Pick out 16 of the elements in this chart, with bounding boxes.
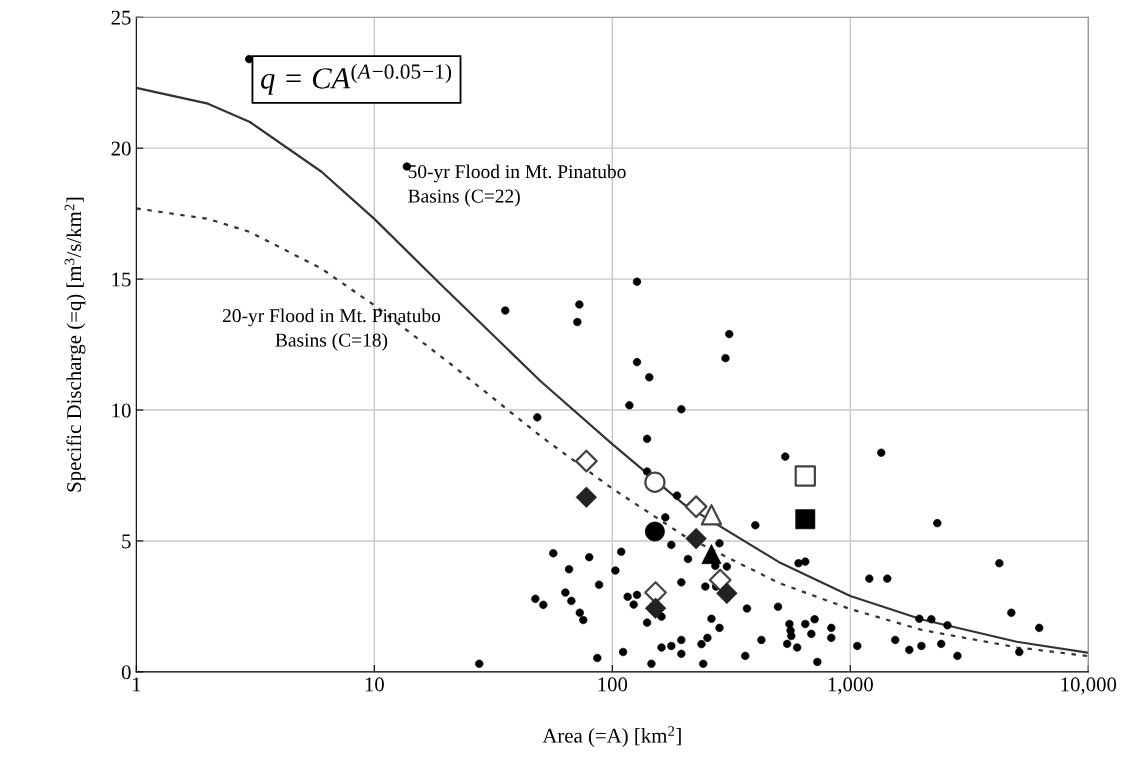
x-tick-label: 100 (598, 677, 628, 692)
y-tick-label: 0 (121, 665, 131, 680)
y-axis-title: Specific Discharge (=q) [m$^{3}$/s/km$^{2}$] (64, 197, 86, 492)
y-tick-label: 20 (111, 141, 131, 156)
x-tick-label: 10,000 (1061, 677, 1117, 695)
annotation: q = CA$^{(A−0.05−1)}$ (261, 63, 452, 95)
y-tick-label: 5 (122, 534, 131, 549)
x-axis-title: Area (=A) [km$^{2}$] (542, 726, 681, 747)
x-tick-label: 1 (132, 677, 141, 692)
x-tick-label: 1,000 (828, 677, 873, 695)
y-tick-label: 15 (112, 272, 131, 287)
series-label: 20-yr Flood in Mt. Pinatubo Basins (C=18) (222, 308, 441, 351)
y-tick-label: 25 (111, 10, 131, 25)
x-tick-label: 10 (365, 677, 384, 692)
y-tick-label: 10 (112, 403, 131, 418)
series-label: 50-yr Flood in Mt. Pinatubo Basins (C=22) (408, 164, 626, 207)
